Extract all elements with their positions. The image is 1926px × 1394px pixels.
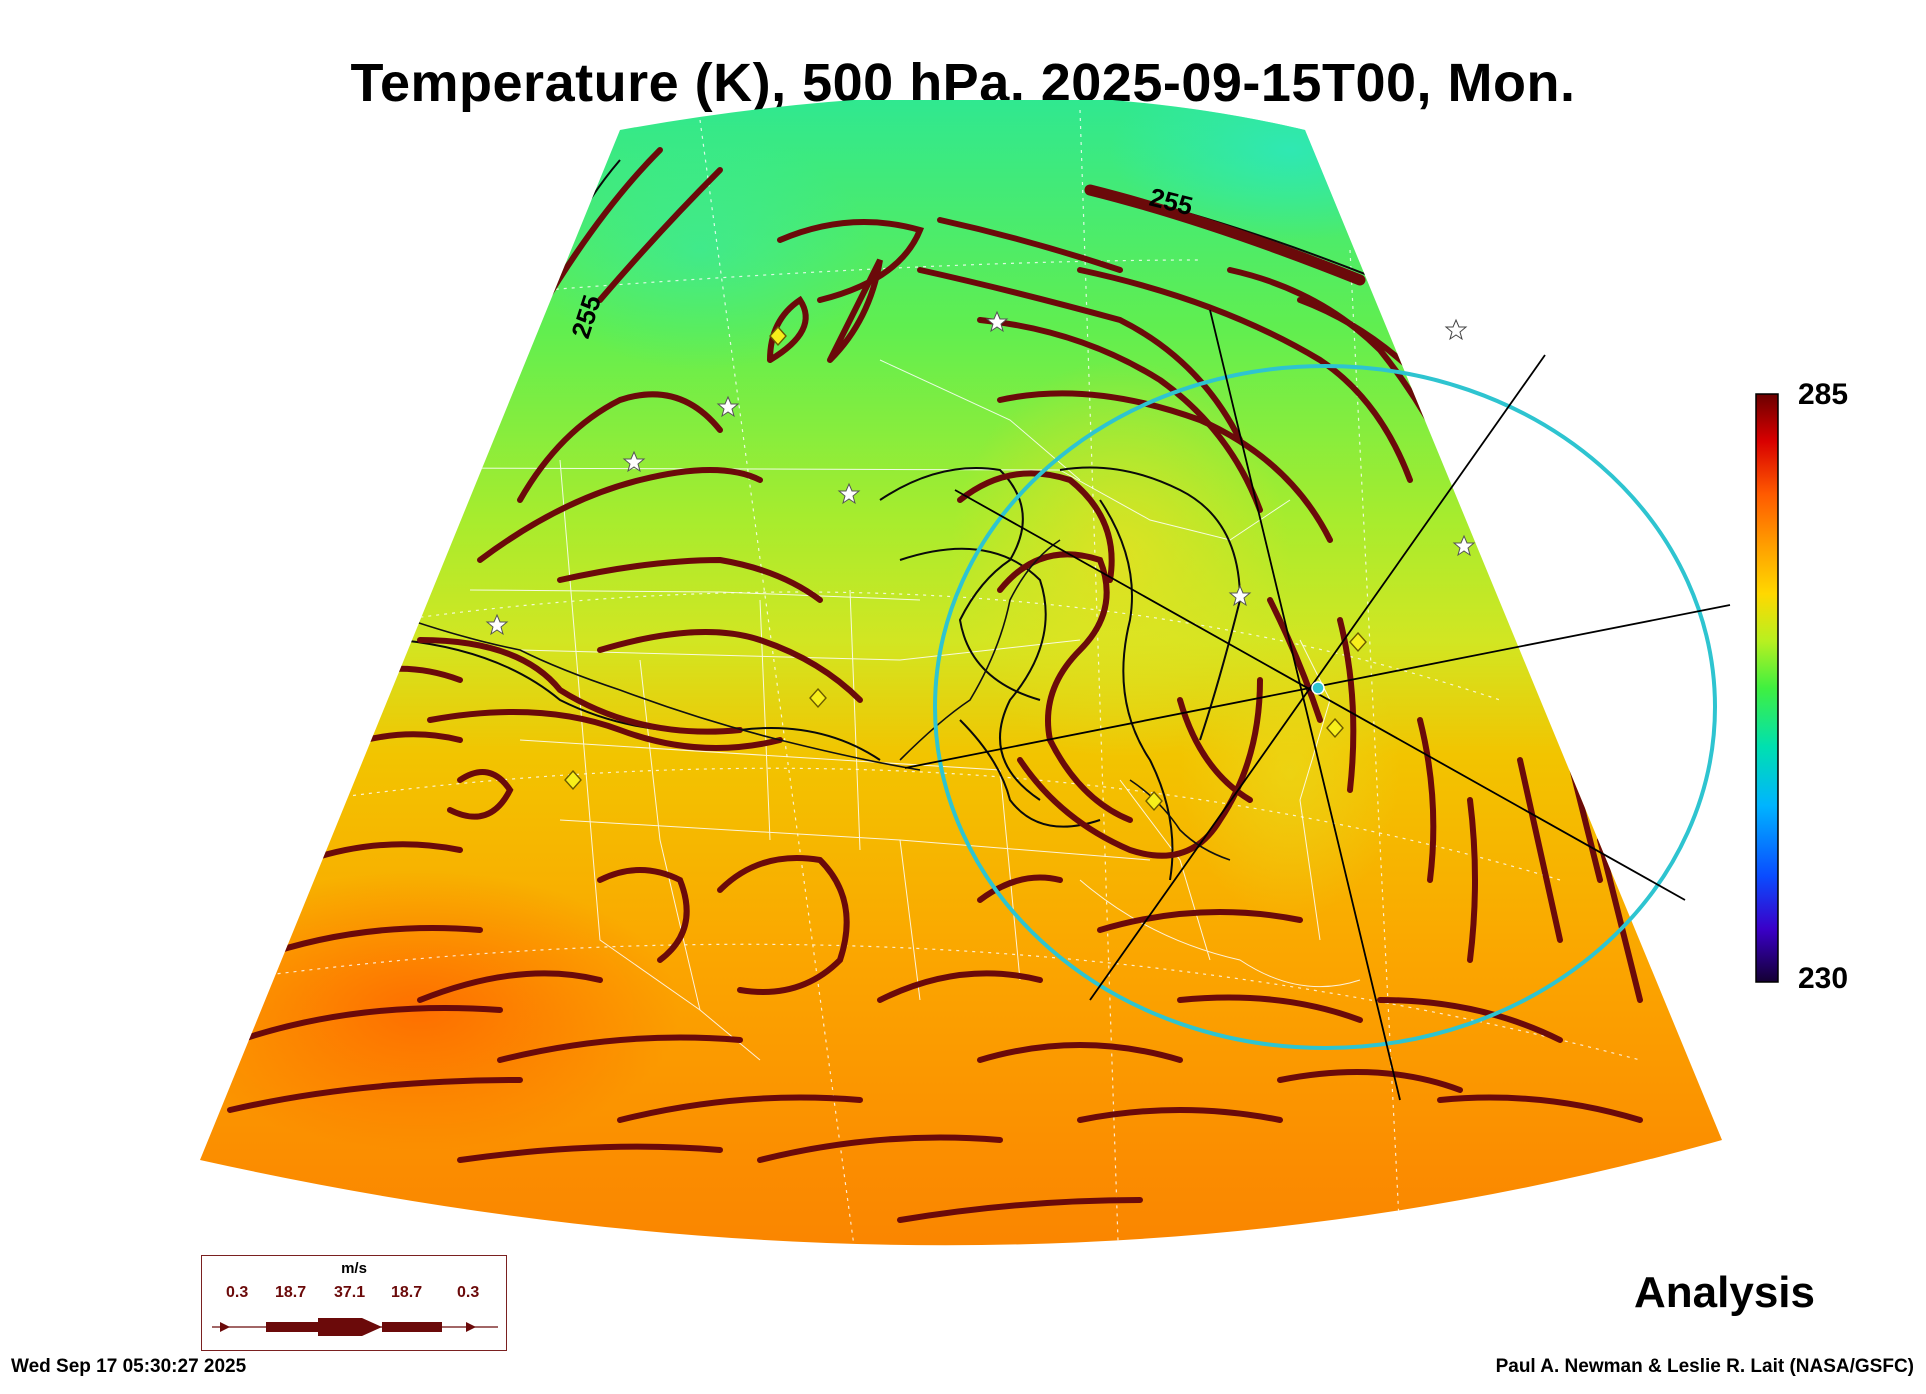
colorbar [1755,393,1779,983]
wind-speed-legend: m/s 0.3 18.7 37.1 18.7 0.3 [201,1255,507,1351]
colorbar-max-label: 285 [1798,378,1849,411]
legend-arrow-scale [212,1318,498,1336]
temperature-field [200,95,1722,1246]
legend-value: 37.1 [334,1284,366,1301]
legend-value: 18.7 [391,1284,423,1301]
timestamp: Wed Sep 17 05:30:27 2025 [11,1356,247,1377]
cursor-center-marker [1311,681,1325,695]
station-star-markers [485,310,1476,636]
credit-line: Paul A. Newman & Leslie R. Lait (NASA/GS… [1495,1356,1914,1377]
selection-cursor-ring[interactable] [904,309,1731,1101]
legend-value: 0.3 [457,1284,480,1301]
colorbar-min-label: 230 [1798,962,1849,995]
station-diamond-markers [564,325,1367,812]
legend-unit: m/s [341,1260,367,1277]
legend-value: 0.3 [226,1284,249,1301]
analysis-label: Analysis [1634,1268,1815,1317]
colorbar-gradient [1755,393,1779,983]
legend-value: 18.7 [275,1284,307,1301]
